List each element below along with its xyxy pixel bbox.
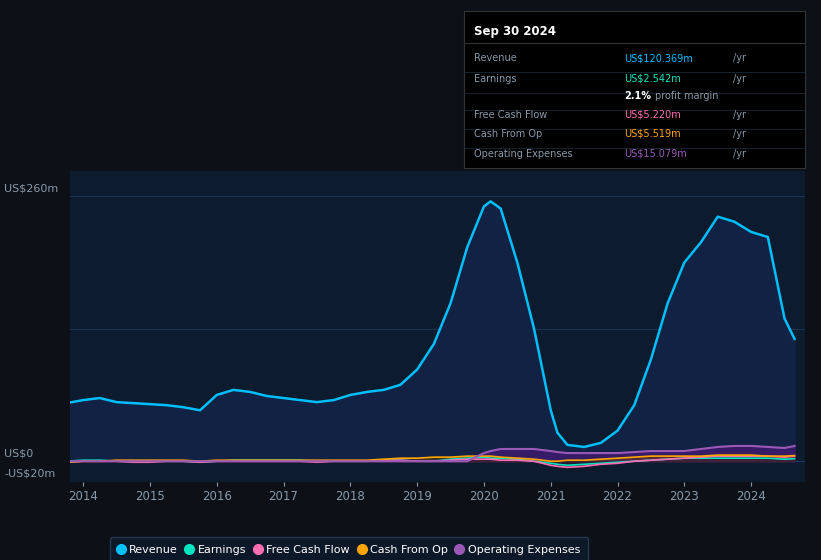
Text: US$15.079m: US$15.079m <box>624 149 686 159</box>
Text: US$5.220m: US$5.220m <box>624 110 681 120</box>
Text: Operating Expenses: Operating Expenses <box>474 149 573 159</box>
Text: US$0: US$0 <box>4 449 34 459</box>
Text: US$260m: US$260m <box>4 184 58 193</box>
Text: 2.1%: 2.1% <box>624 91 651 101</box>
Text: US$2.542m: US$2.542m <box>624 73 681 83</box>
Text: US$120.369m: US$120.369m <box>624 53 693 63</box>
Text: Sep 30 2024: Sep 30 2024 <box>474 25 556 38</box>
Text: Cash From Op: Cash From Op <box>474 128 543 138</box>
Legend: Revenue, Earnings, Free Cash Flow, Cash From Op, Operating Expenses: Revenue, Earnings, Free Cash Flow, Cash … <box>110 538 588 560</box>
Text: profit margin: profit margin <box>654 91 718 101</box>
Text: /yr: /yr <box>733 110 746 120</box>
Text: US$5.519m: US$5.519m <box>624 128 681 138</box>
Text: /yr: /yr <box>733 53 746 63</box>
Text: /yr: /yr <box>733 128 746 138</box>
Text: -US$20m: -US$20m <box>4 469 55 479</box>
Text: Free Cash Flow: Free Cash Flow <box>474 110 548 120</box>
Text: /yr: /yr <box>733 73 746 83</box>
Text: Revenue: Revenue <box>474 53 517 63</box>
Text: Earnings: Earnings <box>474 73 516 83</box>
Text: /yr: /yr <box>733 149 746 159</box>
